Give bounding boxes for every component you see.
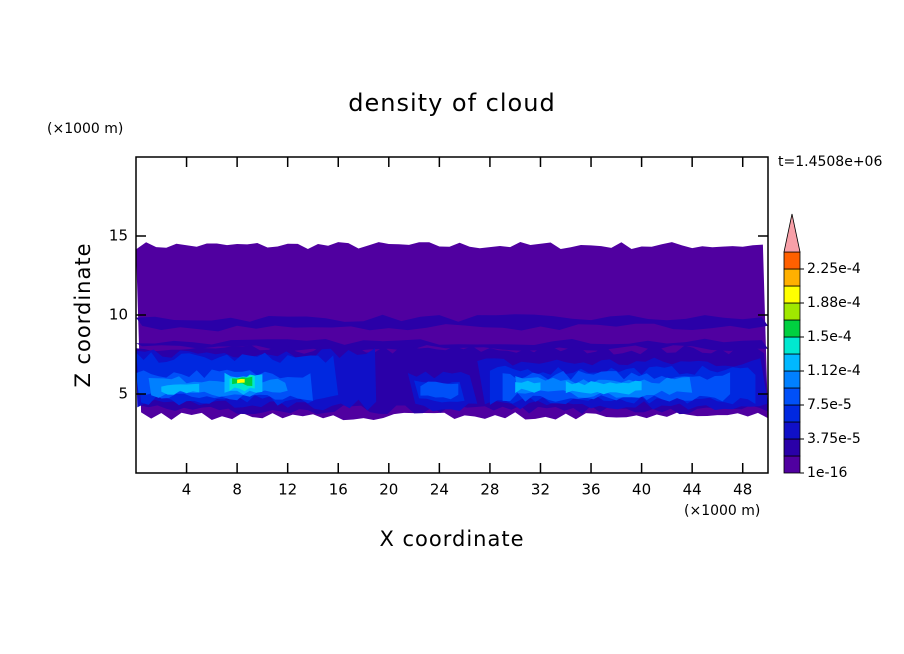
x-tick-label: 8 — [232, 481, 242, 499]
x-tick-label: 20 — [379, 481, 398, 499]
colorbar-label: 1.88e-4 — [807, 295, 861, 311]
x-axis-label: X coordinate — [379, 527, 524, 551]
colorbar-band — [783, 336, 801, 355]
chart-title: density of cloud — [348, 89, 555, 117]
x-unit: (×1000 m) — [684, 503, 760, 519]
x-tick-label: 24 — [430, 481, 449, 499]
colorbar-label: 1e-16 — [807, 465, 847, 481]
colorbar-band — [783, 353, 801, 372]
x-tick-label: 12 — [278, 481, 297, 499]
colorbar-band — [783, 404, 801, 423]
x-tick-label: 40 — [632, 481, 651, 499]
colorbar-label: 1.12e-4 — [807, 363, 861, 379]
colorbar-band — [783, 438, 801, 457]
colorbar-label: 3.75e-5 — [807, 431, 861, 447]
x-tick-label: 4 — [182, 481, 192, 499]
y-axis-label: Z coordinate — [71, 242, 95, 387]
contour-region — [161, 383, 200, 395]
colorbar-label: 7.5e-5 — [807, 397, 852, 413]
y-unit: (×1000 m) — [47, 121, 123, 137]
colorbar-band — [783, 421, 801, 440]
colorbar-band — [783, 302, 801, 321]
colorbar-band — [783, 370, 801, 389]
contour-region — [420, 381, 459, 400]
colorbar-band — [783, 268, 801, 287]
y-tick-label: 15 — [109, 227, 128, 245]
colorbar-label: 2.25e-4 — [807, 261, 861, 277]
x-tick-label: 36 — [581, 481, 600, 499]
time-label: t=1.4508e+06 — [778, 154, 882, 170]
colorbar-band — [783, 387, 801, 406]
colorbar-band — [783, 251, 801, 270]
x-tick-label: 32 — [531, 481, 550, 499]
contour-region — [237, 379, 245, 384]
contour-region — [565, 380, 642, 395]
y-tick-label: 10 — [109, 306, 128, 324]
x-tick-label: 28 — [480, 481, 499, 499]
contour-region — [136, 314, 768, 332]
contour-region — [136, 338, 768, 352]
contour-region — [515, 380, 541, 394]
x-tick-label: 16 — [329, 481, 348, 499]
colorbar-band — [783, 285, 801, 304]
colorbar-band — [783, 319, 801, 338]
y-tick-label: 5 — [118, 385, 128, 403]
colorbar-over — [783, 213, 801, 253]
colorbar-label: 1.5e-4 — [807, 329, 852, 345]
x-tick-label: 44 — [683, 481, 702, 499]
plot-area — [136, 242, 768, 421]
colorbar-band — [783, 455, 801, 474]
x-tick-label: 48 — [733, 481, 752, 499]
